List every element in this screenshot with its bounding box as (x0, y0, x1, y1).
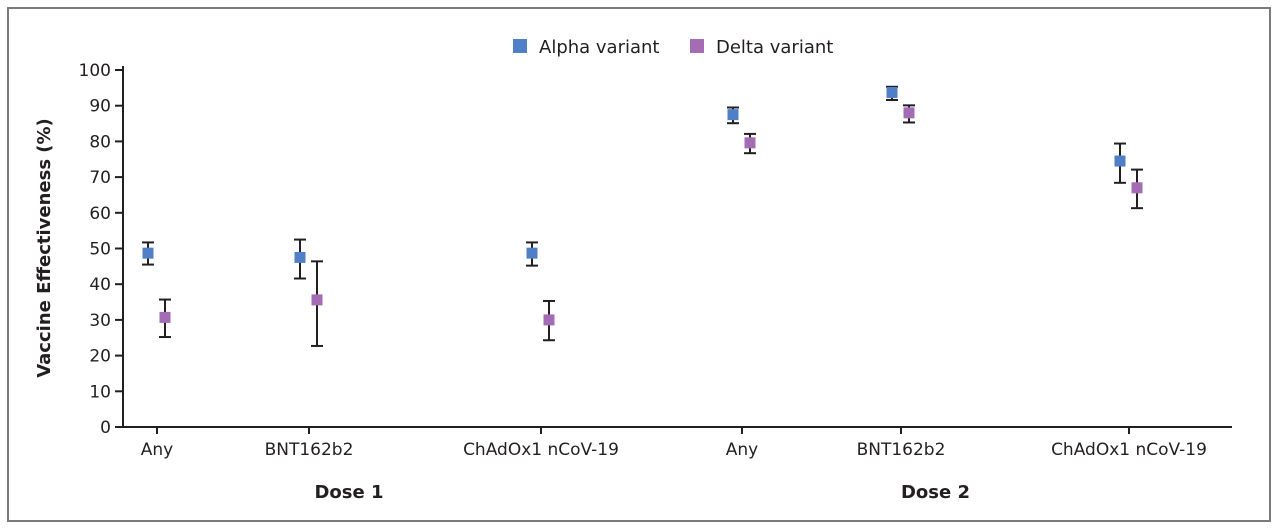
data-point-group (1114, 142, 1126, 184)
data-point (543, 314, 555, 326)
legend-swatch (690, 39, 704, 53)
group-label: Dose 2 (901, 482, 970, 503)
data-point-group (744, 132, 756, 155)
legend-label: Delta variant (716, 37, 833, 58)
data-point (294, 251, 306, 263)
legend-swatch (513, 39, 527, 53)
y-tick-label: 90 (89, 97, 111, 117)
data-point (744, 137, 756, 149)
y-tick-label: 100 (79, 61, 111, 81)
data-point-group (142, 241, 154, 266)
data-point-group (294, 238, 306, 280)
y-tick-label: 40 (89, 275, 111, 295)
data-point-group (311, 260, 323, 347)
group-label: Dose 1 (314, 482, 383, 503)
data-point (886, 86, 898, 98)
x-tick-label: BNT162b2 (857, 440, 946, 460)
y-tick-label: 20 (89, 347, 111, 367)
data-point-group (526, 241, 538, 267)
data-point (727, 109, 739, 121)
data-point-group (159, 298, 171, 339)
x-tick-label: ChAdOx1 nCoV-19 (463, 440, 619, 460)
x-tick-label: BNT162b2 (265, 440, 354, 460)
data-point (159, 311, 171, 323)
y-tick-label: 30 (89, 311, 111, 331)
data-point (1131, 182, 1143, 194)
x-tick-label: Any (141, 440, 173, 460)
data-point (142, 247, 154, 259)
y-tick-label: 80 (89, 132, 111, 152)
data-point-group (727, 106, 739, 125)
data-point (311, 294, 323, 306)
data-point-group (1131, 168, 1143, 210)
data-point (526, 247, 538, 259)
figure-frame (7, 7, 1271, 522)
data-point-group (903, 104, 915, 124)
y-tick-label: 0 (100, 418, 111, 438)
y-tick-label: 10 (89, 382, 111, 402)
data-point (1114, 155, 1126, 167)
legend-label: Alpha variant (539, 37, 659, 58)
x-tick-label: Any (726, 440, 758, 460)
x-tick-label: ChAdOx1 nCoV-19 (1051, 440, 1207, 460)
y-tick-label: 70 (89, 168, 111, 188)
y-tick-label: 60 (89, 204, 111, 224)
y-tick-label: 50 (89, 240, 111, 260)
data-point-group (886, 85, 898, 101)
data-point-group (543, 299, 555, 342)
y-axis-label: Vaccine Effectiveness (%) (34, 118, 55, 378)
data-point (903, 107, 915, 119)
